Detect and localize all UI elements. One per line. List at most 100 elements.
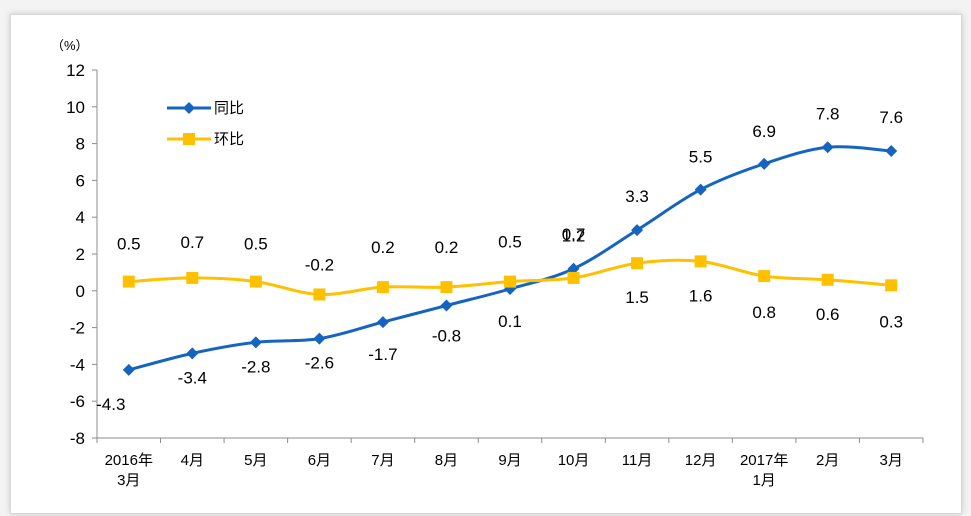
x-tick-label: 9月 (498, 452, 521, 469)
x-tick-label: 8月 (435, 452, 458, 469)
x-tick-label-line: 12月 (685, 452, 717, 469)
data-label-yoy: 1.2 (562, 227, 586, 246)
data-label-mom: 1.6 (689, 286, 713, 305)
chart-frame: （%） -8 -6 -4 -2 0 2 4 6 8 10 12 2016年 3月 4月 5月 6月 7月 8月 9月… (10, 14, 962, 514)
data-label-mom: 0.8 (752, 303, 776, 322)
axes: -8 -6 -4 -2 0 2 4 6 8 10 12 2016年 3月 4月 5月 6月 7月 8月 9月 10月 1… (66, 61, 924, 489)
data-label-yoy: -2.6 (305, 354, 334, 373)
legend-marker-diamond (183, 102, 195, 114)
data-label-mom: 0.7 (562, 225, 586, 244)
data-label-yoy: 0.1 (498, 312, 522, 331)
data-label-mom: 0.2 (371, 238, 395, 257)
x-tick-label: 5月 (244, 452, 267, 469)
x-tick-label-line: 11月 (622, 452, 653, 469)
data-point-diamond (885, 144, 898, 157)
x-tick-label-line: 1月 (752, 472, 775, 489)
data-point-square (440, 281, 453, 294)
x-tick-label: 12月 (685, 452, 717, 469)
data-label-mom: -0.2 (305, 255, 334, 274)
x-tick-label-line: 7月 (371, 452, 394, 469)
data-label-mom: 0.2 (435, 238, 459, 257)
y-tick-label: 8 (76, 135, 85, 154)
x-tick-label-line: 8月 (435, 452, 458, 469)
data-label-yoy: 7.6 (879, 108, 903, 127)
data-label-yoy: -2.8 (241, 357, 270, 376)
data-point-square (758, 270, 771, 283)
x-tick-label: 4月 (181, 452, 204, 469)
y-tick-label: -2 (70, 319, 85, 338)
data-point-square (567, 271, 580, 284)
data-point-diamond (376, 316, 389, 329)
y-tick-label: -4 (70, 355, 85, 374)
data-point-diamond (821, 141, 834, 154)
data-label-mom: 1.5 (625, 288, 649, 307)
legend-label: 环比 (214, 131, 244, 148)
data-point-diamond (567, 262, 580, 275)
data-label-mom: 0.7 (180, 233, 204, 252)
data-point-diamond (694, 183, 707, 196)
data-point-square (122, 275, 135, 288)
x-tick-label-line: 4月 (181, 452, 204, 469)
data-point-square (694, 255, 707, 268)
legend-label: 同比 (214, 100, 244, 117)
x-tick-label-line: 10月 (558, 452, 590, 469)
x-tick-label: 2017年 1月 (740, 452, 788, 489)
x-tick-label: 11月 (622, 452, 653, 469)
x-tick-label: 2月 (816, 452, 839, 469)
data-point-square (186, 271, 199, 284)
y-tick-label: -8 (70, 429, 85, 448)
data-point-diamond (249, 336, 262, 349)
data-label-yoy: -4.3 (96, 395, 125, 414)
data-point-square (249, 275, 262, 288)
x-tick-label: 6月 (308, 452, 331, 469)
data-point-diamond (122, 363, 135, 376)
data-label-yoy: -3.4 (178, 368, 207, 387)
data-label-mom: 0.3 (879, 312, 903, 331)
data-label-yoy: 7.8 (816, 104, 840, 123)
data-label-mom: 0.5 (117, 235, 141, 254)
y-tick-label: 12 (66, 61, 85, 80)
data-point-square (885, 279, 898, 292)
x-tick-label-line: 3月 (117, 472, 140, 489)
data-point-diamond (313, 332, 326, 345)
line-chart: （%） -8 -6 -4 -2 0 2 4 6 8 10 12 2016年 3月 4月 5月 6月 7月 8月 9月… (51, 38, 924, 489)
data-label-mom: 0.5 (498, 233, 522, 252)
x-tick-label: 7月 (371, 452, 394, 469)
data-point-square (821, 273, 834, 286)
data-point-square (504, 275, 516, 288)
x-tick-label-line: 5月 (244, 452, 267, 469)
y-tick-label: 2 (76, 245, 85, 264)
y-tick-label: 6 (76, 171, 85, 190)
y-tick-label: -6 (70, 392, 85, 411)
x-tick-label-line: 2017年 (740, 452, 788, 469)
series-layer (122, 141, 898, 376)
data-point-diamond (186, 347, 199, 360)
data-label-yoy: 3.3 (625, 187, 649, 206)
x-tick-label-line: 9月 (498, 452, 521, 469)
x-tick-label: 3月 (880, 452, 903, 469)
y-axis-unit-label: （%） (51, 38, 89, 53)
data-label-mom: 0.5 (244, 235, 268, 254)
data-point-diamond (440, 299, 453, 312)
legend-marker-square (183, 133, 195, 145)
x-tick-label: 10月 (558, 452, 590, 469)
data-point-square (313, 288, 326, 301)
data-label-yoy: -0.8 (432, 327, 461, 346)
y-tick-label: 10 (66, 98, 85, 117)
data-label-yoy: -1.7 (368, 345, 397, 364)
x-tick-label-line: 3月 (880, 452, 903, 469)
x-tick-label: 2016年 3月 (105, 452, 153, 489)
data-point-diamond (758, 157, 771, 170)
data-point-diamond (631, 224, 644, 237)
x-tick-label-line: 2016年 (105, 452, 153, 469)
data-labels-layer: -4.3 -3.4 -2.8 -2.6 -1.7 -0.8 0.1 1.2 3.3 5.5 6.9 7… (96, 104, 903, 414)
series-line-1 (128, 145, 892, 372)
y-tick-label: 4 (76, 208, 85, 227)
data-point-square (631, 257, 644, 270)
data-label-mom: 0.6 (816, 305, 840, 324)
y-tick-label: 0 (76, 282, 85, 301)
x-tick-label-line: 2月 (816, 452, 839, 469)
data-point-square (376, 281, 389, 294)
data-label-yoy: 5.5 (689, 148, 713, 167)
